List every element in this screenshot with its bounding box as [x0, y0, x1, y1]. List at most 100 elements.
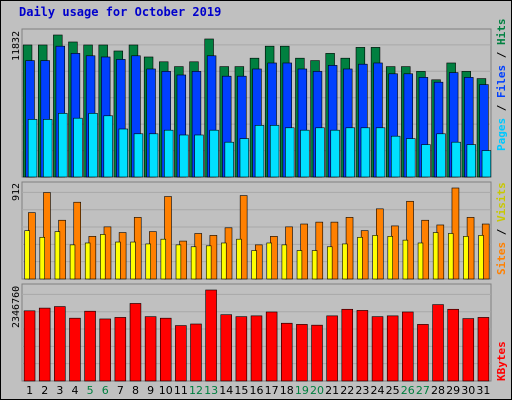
side-label-separator: / — [495, 222, 508, 242]
bar-kbytes-day-17 — [265, 311, 278, 382]
panel-bottom-side-label: KBytes — [495, 341, 508, 381]
bar-sites-day-24 — [372, 235, 378, 280]
bar-pages-day-9 — [148, 133, 159, 178]
bar-pages-day-3 — [58, 113, 68, 178]
bar-kbytes-day-25 — [386, 315, 399, 382]
bar-pages-day-2 — [43, 119, 53, 178]
bar-sites-day-7 — [115, 241, 121, 280]
day-label-6: 6 — [102, 384, 109, 397]
day-label-16: 16 — [250, 384, 264, 397]
bar-pages-day-7 — [118, 128, 129, 178]
day-label-2: 2 — [41, 384, 48, 397]
bar-sites-day-11 — [175, 244, 182, 280]
day-label-28: 28 — [431, 384, 445, 397]
bar-kbytes-day-13 — [205, 289, 217, 382]
bar-sites-day-31 — [478, 235, 484, 280]
panel-middle-side-label: Sites / Visits — [495, 182, 508, 275]
bar-kbytes-day-28 — [432, 304, 444, 382]
day-label-27: 27 — [416, 384, 430, 397]
bar-kbytes-day-9 — [144, 316, 157, 382]
day-label-9: 9 — [147, 384, 154, 397]
day-label-1: 1 — [26, 384, 33, 397]
bar-pages-day-24 — [375, 127, 386, 178]
bar-sites-day-15 — [236, 238, 242, 280]
day-label-17: 17 — [265, 384, 279, 397]
bar-sites-day-10 — [160, 238, 167, 280]
bar-kbytes-day-23 — [356, 310, 369, 382]
bar-visits-day-15 — [239, 195, 248, 280]
side-label-visits: Visits — [495, 182, 508, 222]
bar-kbytes-day-8 — [129, 303, 142, 382]
bar-kbytes-day-12 — [190, 323, 202, 382]
day-label-12: 12 — [189, 384, 203, 397]
bar-sites-day-22 — [342, 243, 348, 280]
day-label-21: 21 — [325, 384, 339, 397]
bar-sites-day-26 — [402, 239, 409, 280]
panel-bottom-max-label: 2346760 — [11, 286, 22, 328]
bar-pages-day-20 — [315, 127, 325, 178]
day-label-24: 24 — [371, 384, 385, 397]
bar-sites-day-12 — [190, 246, 197, 280]
bar-sites-day-23 — [357, 236, 363, 280]
side-label-separator: / — [495, 98, 508, 118]
bar-sites-day-14 — [221, 242, 227, 280]
bar-pages-day-27 — [421, 144, 431, 178]
day-label-31: 31 — [476, 384, 490, 397]
bar-kbytes-day-14 — [220, 314, 232, 382]
bar-sites-day-20 — [311, 250, 318, 280]
bar-pages-day-28 — [436, 133, 446, 178]
bar-kbytes-day-3 — [54, 306, 66, 382]
bar-pages-day-14 — [224, 141, 234, 178]
bar-visits-day-4 — [73, 201, 82, 280]
bar-pages-day-6 — [103, 115, 113, 178]
day-label-18: 18 — [280, 384, 294, 397]
day-label-5: 5 — [87, 384, 94, 397]
bar-visits-day-10 — [164, 196, 172, 280]
bar-kbytes-day-15 — [235, 316, 248, 382]
bar-sites-day-8 — [130, 241, 136, 280]
day-label-22: 22 — [340, 384, 354, 397]
bar-pages-day-12 — [194, 134, 204, 178]
bar-pages-day-1 — [27, 119, 38, 178]
bar-sites-day-16 — [251, 250, 257, 280]
bar-kbytes-day-29 — [447, 308, 459, 382]
bar-kbytes-day-24 — [371, 316, 384, 382]
day-label-10: 10 — [159, 384, 173, 397]
bar-sites-day-25 — [387, 236, 393, 280]
day-label-30: 30 — [461, 384, 475, 397]
bar-sites-day-27 — [417, 242, 424, 280]
bar-kbytes-day-20 — [311, 324, 323, 382]
bar-kbytes-day-31 — [477, 317, 490, 382]
bar-sites-day-19 — [296, 250, 303, 280]
bar-pages-day-5 — [88, 113, 98, 178]
bar-sites-day-29 — [448, 233, 454, 280]
bar-pages-day-10 — [164, 129, 174, 178]
bar-pages-day-8 — [133, 133, 144, 178]
day-label-11: 11 — [174, 384, 188, 397]
bar-kbytes-day-2 — [38, 307, 51, 382]
bar-pages-day-13 — [209, 129, 219, 178]
bar-pages-day-29 — [451, 141, 461, 178]
bar-kbytes-day-26 — [402, 311, 414, 382]
bar-pages-day-15 — [239, 138, 250, 178]
side-label-hits: Hits — [495, 19, 508, 46]
bar-sites-day-9 — [145, 243, 151, 280]
bar-pages-day-16 — [254, 125, 265, 178]
day-label-23: 23 — [355, 384, 369, 397]
panel-top-max-label: 11832 — [11, 31, 22, 61]
chart-title: Daily usage for October 2019 — [19, 5, 222, 19]
side-label-sites: Sites — [495, 242, 508, 275]
bar-sites-day-30 — [463, 236, 469, 280]
bar-kbytes-day-11 — [175, 325, 187, 382]
day-label-8: 8 — [132, 384, 139, 397]
bar-sites-day-2 — [39, 236, 45, 280]
bar-pages-day-25 — [390, 135, 401, 178]
panel-middle-max-label: 912 — [11, 183, 22, 201]
bar-sites-day-13 — [205, 245, 212, 280]
bar-sites-day-17 — [266, 242, 272, 280]
bar-sites-day-5 — [84, 242, 91, 280]
bar-kbytes-day-19 — [296, 324, 308, 382]
day-label-29: 29 — [446, 384, 460, 397]
